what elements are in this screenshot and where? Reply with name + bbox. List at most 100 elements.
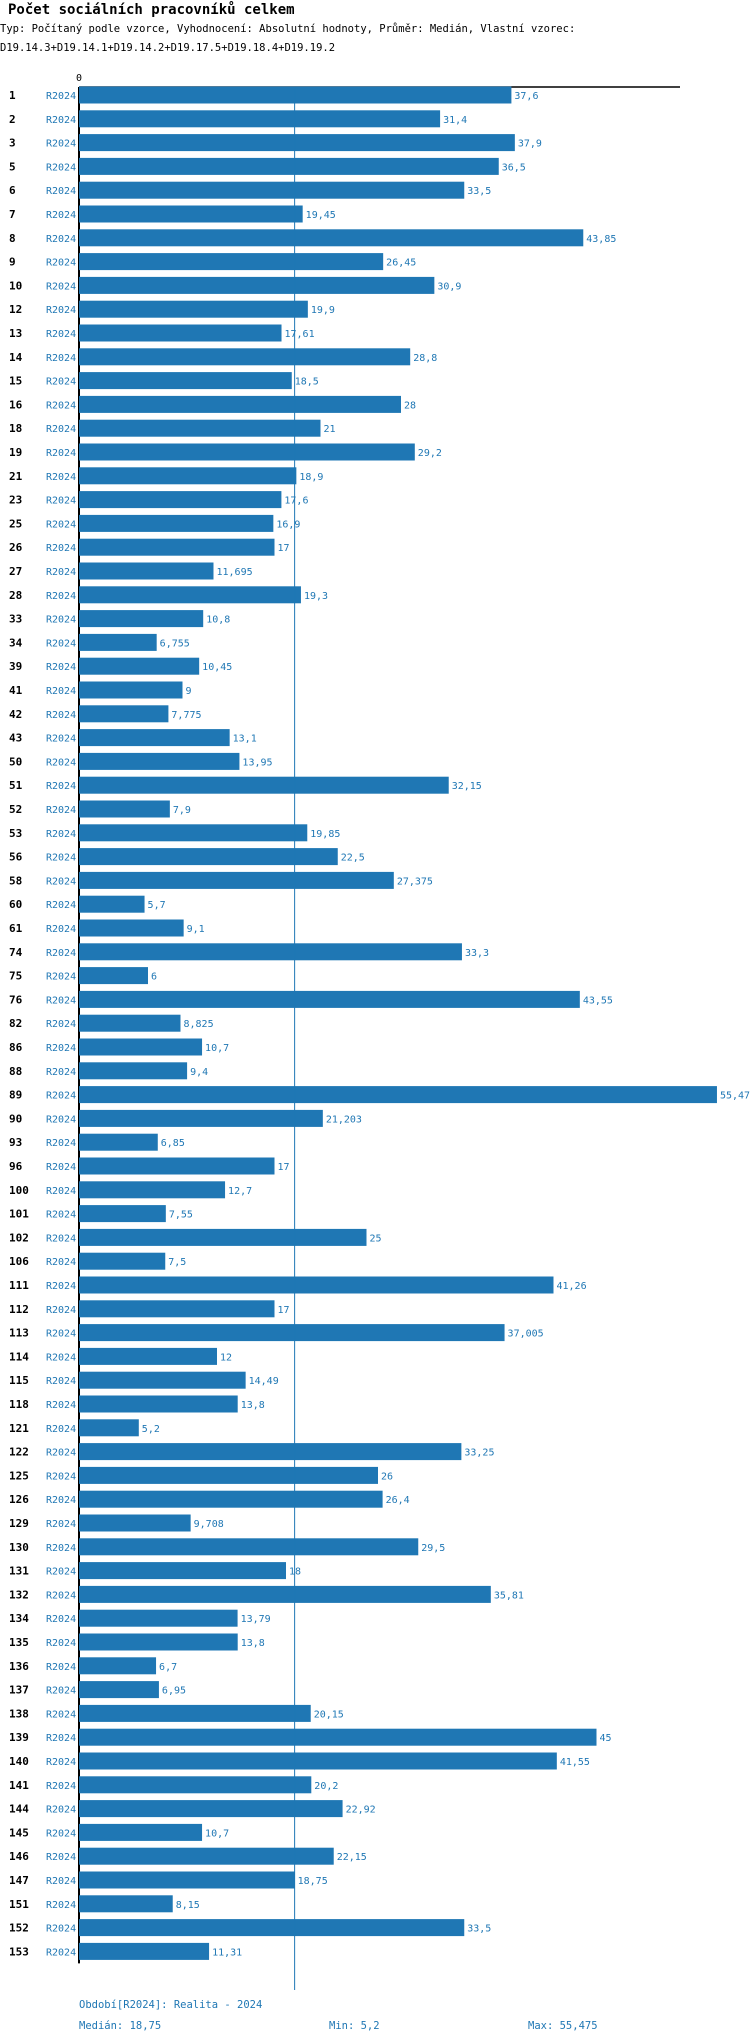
bar [79,1538,419,1556]
bar [79,1942,210,1960]
value-label: 30,9 [437,281,461,292]
bar [79,491,282,509]
value-label: 6,7 [159,1662,177,1673]
bar [79,205,303,223]
bar [79,1371,246,1389]
series-label: R2024 [46,1091,76,1102]
bar [79,1895,173,1913]
bar [79,1490,383,1508]
series-label: R2024 [46,448,76,459]
series-label: R2024 [46,662,76,673]
bar [79,1038,203,1056]
series-label: R2024 [46,781,76,792]
bar [79,1300,275,1318]
category-label: 136 [9,1660,29,1673]
series-label: R2024 [46,234,76,245]
series-label: R2024 [46,995,76,1006]
series-label: R2024 [46,329,76,340]
bar [79,1752,557,1770]
value-label: 36,5 [502,162,526,173]
value-label: 19,9 [311,305,335,316]
category-label: 21 [9,470,23,483]
bar [79,1585,491,1603]
bar [79,181,465,199]
category-label: 58 [9,874,22,887]
bar [79,134,515,152]
category-label: 130 [9,1541,29,1554]
bar [79,1800,343,1818]
category-label: 122 [9,1446,29,1459]
category-label: 153 [9,1945,29,1958]
chart-subtitle: Typ: Počítaný podle vzorce, Vyhodnocení:… [0,23,576,54]
series-label: R2024 [46,1376,76,1387]
category-label: 106 [9,1255,29,1268]
bar [79,1181,226,1199]
category-label: 147 [9,1874,29,1887]
series-label: R2024 [46,186,76,197]
series-label: R2024 [46,1257,76,1268]
category-label: 7 [9,208,16,221]
bar [79,1252,166,1270]
series-label: R2024 [46,496,76,507]
value-label: 6,95 [162,1686,186,1697]
bar [79,1228,367,1246]
footer-period: Období[R2024]: Realita - 2024 [79,1999,263,2011]
category-label: 27 [9,565,22,578]
bar [79,1419,139,1437]
value-label: 13,95 [242,757,272,768]
bar [79,86,512,104]
category-label: 16 [9,398,23,411]
series-label: R2024 [46,1662,76,1673]
value-label: 33,5 [467,186,491,197]
series-label: R2024 [46,1852,76,1863]
value-label: 20,15 [314,1709,344,1720]
series-label: R2024 [46,305,76,316]
category-label: 151 [9,1898,29,1911]
series-label: R2024 [46,1329,76,1340]
value-label: 21 [324,424,336,435]
value-label: 5,7 [148,900,166,911]
value-label: 17 [278,1162,290,1173]
value-label: 19,3 [304,591,328,602]
series-label: R2024 [46,424,76,435]
category-label: 19 [9,446,22,459]
category-label: 138 [9,1707,29,1720]
value-label: 13,79 [241,1614,271,1625]
bar [79,1205,166,1223]
series-label: R2024 [46,805,76,816]
series-label: R2024 [46,1781,76,1792]
series-label: R2024 [46,1543,76,1554]
value-label: 13,8 [241,1400,265,1411]
value-label: 28,8 [413,353,437,364]
series-label: R2024 [46,1281,76,1292]
bar [79,1776,312,1794]
bar [79,705,169,723]
category-label: 25 [9,517,22,530]
bar [79,657,200,675]
bar [79,1109,323,1127]
series-label: R2024 [46,1019,76,1030]
bar [79,1014,181,1032]
series-label: R2024 [46,567,76,578]
category-label: 74 [9,946,23,959]
value-label: 37,005 [508,1329,544,1340]
bar [79,967,148,985]
bar [79,1276,554,1294]
value-label: 9,708 [194,1519,224,1530]
bar [79,633,157,651]
category-label: 113 [9,1327,29,1340]
bar [79,1562,286,1580]
value-label: 10,8 [206,615,230,626]
value-label: 26,4 [386,1495,410,1506]
bar [79,586,301,604]
value-label: 37,9 [518,139,542,150]
bar [79,348,411,366]
value-label: 18,5 [295,377,319,388]
bar [79,1681,159,1699]
value-label: 10,7 [205,1043,229,1054]
value-label: 6,85 [161,1138,185,1149]
category-label: 43 [9,732,22,745]
category-label: 134 [9,1612,29,1625]
bar [79,1657,157,1675]
value-label: 7,55 [169,1210,193,1221]
